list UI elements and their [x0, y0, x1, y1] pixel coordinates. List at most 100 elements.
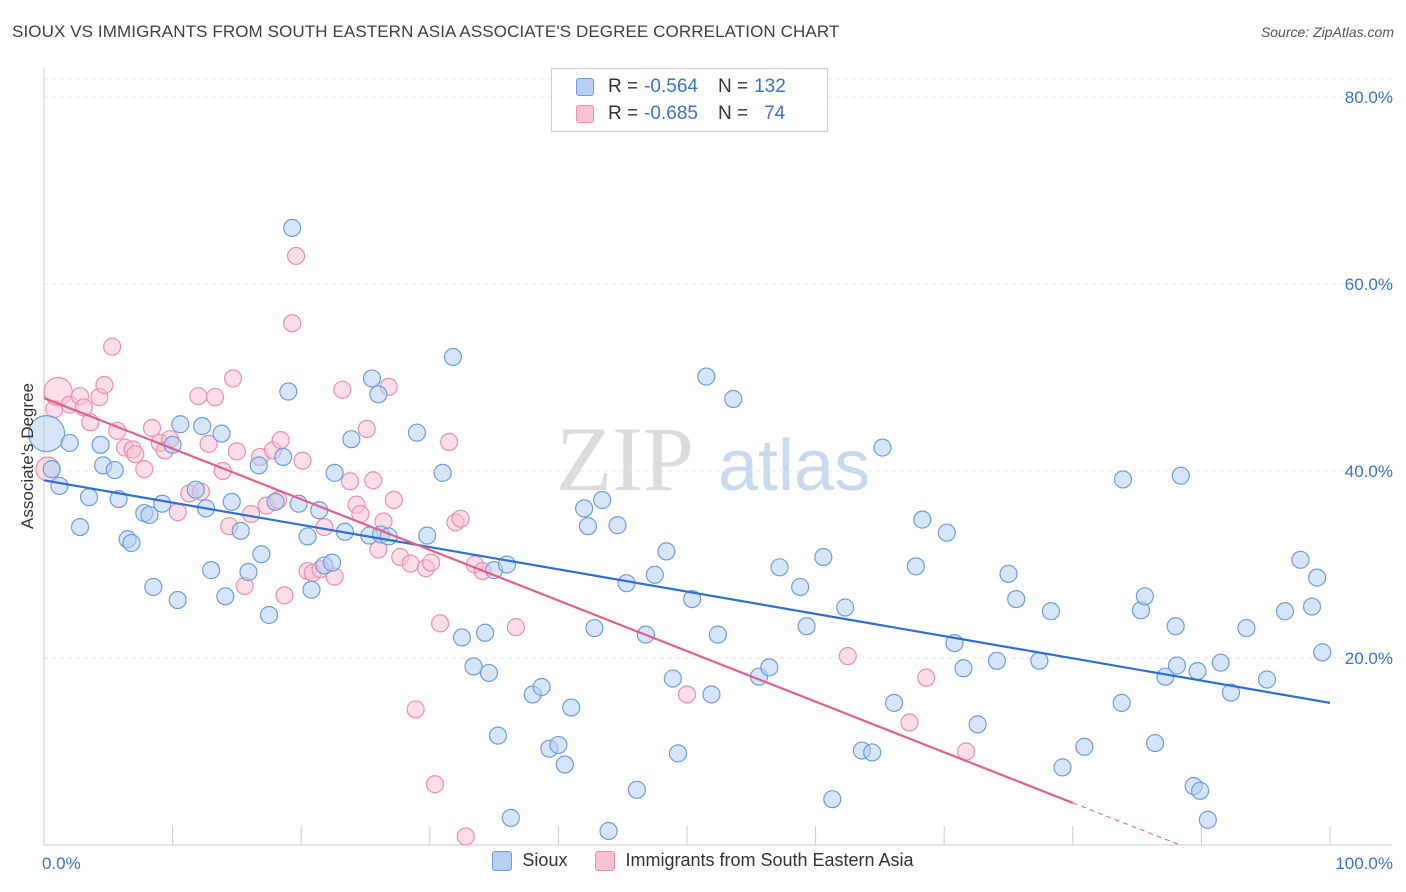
immigrants-point	[917, 668, 936, 687]
immigrants-point	[223, 369, 243, 388]
r-label: R =	[608, 76, 639, 97]
sioux-point	[279, 382, 298, 401]
immigrants-point	[333, 380, 352, 399]
sioux-point	[1053, 758, 1072, 777]
sioux-point	[252, 545, 271, 564]
immigrants-point	[286, 246, 306, 266]
sioux-point	[1135, 587, 1154, 606]
immigrants-point	[364, 471, 383, 490]
sioux-point	[322, 553, 342, 572]
immigrants-point	[126, 445, 145, 464]
sioux-point	[555, 755, 574, 774]
sioux-point	[140, 505, 159, 525]
sioux-point	[283, 218, 302, 237]
legend-label-immigrants: Immigrants from South Eastern Asia	[625, 850, 914, 870]
sioux-point	[645, 565, 664, 584]
sioux-point	[549, 735, 568, 755]
sioux-point	[443, 347, 463, 367]
immigrants-point	[406, 700, 425, 719]
sioux-point	[452, 628, 472, 647]
sioux-point	[433, 463, 452, 482]
sioux-point	[1188, 661, 1207, 681]
sioux-point	[249, 456, 268, 475]
immigrants-point	[677, 685, 697, 704]
sioux-point	[593, 490, 612, 510]
sioux-point	[608, 516, 627, 535]
chart-title: SIOUX VS IMMIGRANTS FROM SOUTH EASTERN A…	[12, 22, 840, 41]
immigrants-swatch	[576, 105, 594, 123]
y-tick-label: 40.0%	[1345, 462, 1393, 481]
sioux-point	[212, 424, 231, 443]
legend-item-immigrants: Immigrants from South Eastern Asia	[595, 850, 914, 871]
sioux-point	[791, 577, 810, 597]
sioux-point	[342, 430, 361, 449]
immigrants-point	[189, 387, 208, 406]
sioux-point	[418, 526, 437, 545]
immigrants-point	[425, 775, 445, 794]
legend-row-sioux: R = -0.564 N = 132	[576, 74, 786, 100]
sioux-point	[585, 618, 604, 638]
sioux-point	[501, 808, 520, 827]
sioux-point	[663, 669, 682, 688]
sioux-point	[60, 433, 79, 453]
immigrants-point	[227, 442, 246, 461]
sioux-point	[171, 415, 190, 434]
sioux-point	[906, 557, 926, 576]
sioux-point	[407, 423, 427, 442]
sioux-point	[216, 587, 235, 606]
sioux-point	[708, 625, 727, 644]
sioux-point	[760, 658, 779, 677]
immigrants-point	[95, 375, 114, 395]
sioux-point	[797, 617, 816, 636]
sioux-point	[1313, 643, 1332, 662]
correlation-legend: R = -0.564 N = 132 R = -0.685 N = 74	[551, 68, 828, 132]
immigrants-point	[357, 419, 376, 439]
sioux-point	[153, 494, 172, 513]
sioux-point	[814, 547, 833, 567]
x-tick-label-end: 100.0%	[1335, 854, 1393, 873]
sioux-point	[464, 657, 483, 676]
sioux-point	[937, 523, 956, 542]
immigrants-point	[421, 553, 441, 572]
series-legend: Sioux Immigrants from South Eastern Asia	[0, 850, 1406, 871]
r-label: R =	[608, 103, 639, 124]
axes	[43, 68, 1392, 846]
sioux-point	[231, 521, 250, 540]
sioux-point	[668, 744, 688, 763]
sioux-point	[724, 389, 743, 409]
sioux-point	[222, 492, 241, 511]
immigrants-point	[900, 713, 919, 732]
sioux-point	[836, 598, 855, 617]
sioux-point	[578, 517, 598, 536]
sioux-point	[369, 385, 388, 404]
sioux-point	[168, 590, 187, 610]
sioux-point	[302, 580, 321, 599]
sioux-point	[1302, 597, 1322, 616]
watermark-zip: ZIP	[556, 408, 694, 510]
y-tick-label: 20.0%	[1345, 649, 1393, 668]
sioux-point	[1166, 617, 1185, 636]
immigrants-point	[135, 460, 154, 479]
immigrants-point	[506, 618, 526, 637]
sioux-point	[575, 499, 594, 518]
immigrants-swatch	[595, 850, 616, 871]
sioux-point	[999, 564, 1018, 583]
source-credit: Source: ZipAtlas.com	[1260, 24, 1394, 40]
immigrants-point	[293, 451, 312, 470]
sioux-point	[683, 589, 702, 609]
sioux-swatch	[576, 78, 594, 96]
sioux-point	[1291, 550, 1310, 569]
sioux-point	[1308, 568, 1327, 587]
sioux-point	[884, 693, 904, 712]
sioux-point	[1198, 810, 1217, 829]
sioux-point	[702, 685, 721, 704]
immigrants-point	[838, 647, 857, 666]
n-label: N =	[717, 103, 749, 124]
sioux-point	[1030, 651, 1049, 670]
sioux-point	[968, 715, 987, 734]
sioux-swatch	[492, 850, 513, 871]
sioux-point	[1171, 466, 1190, 485]
sioux-point	[1211, 653, 1230, 672]
immigrants-point	[168, 503, 187, 522]
